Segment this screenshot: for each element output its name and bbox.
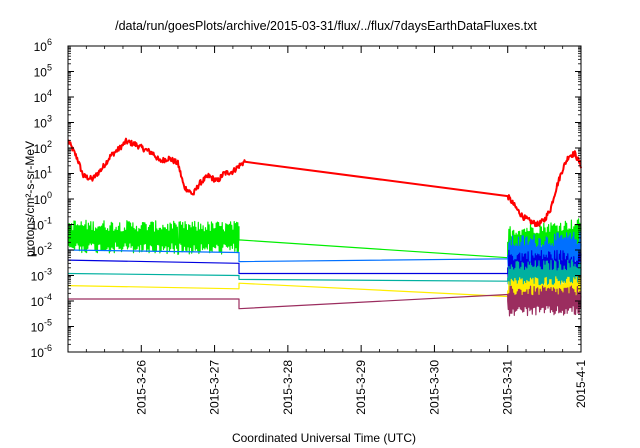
y-tick-label: 10-6 (31, 343, 52, 360)
y-axis: 10-610-510-410-310-210-11001011021031041… (31, 37, 581, 360)
x-tick-label: 2015-3-28 (281, 360, 295, 415)
x-axis: 2015-3-26 2015-3-27 2015-3-28 2015-3-29 2015… (85, 46, 588, 415)
series-line-7 (68, 285, 582, 317)
y-tick-label: 103 (34, 114, 52, 131)
series-line-1 (67, 137, 582, 228)
y-tick-label: 10-3 (31, 267, 52, 284)
y-axis-label: protons/cm²-s-sr-MeV (23, 141, 37, 257)
x-axis-label: Coordinated Universal Time (UTC) (232, 431, 416, 445)
y-tick-label: 105 (34, 63, 52, 80)
x-tick-label: 2015-3-30 (427, 360, 441, 415)
series-line-2 (67, 218, 582, 259)
y-tick-label: 10-5 (31, 318, 52, 335)
series-layer (67, 137, 582, 317)
series-line-5 (67, 259, 582, 295)
y-tick-label: 10-4 (31, 292, 52, 309)
x-tick-label: 2015-3-31 (501, 360, 515, 415)
y-tick-label: 106 (34, 37, 52, 54)
chart-title: /data/run/goesPlots/archive/2015-03-31/f… (115, 19, 537, 33)
x-tick-label: 2015-3-27 (208, 360, 222, 415)
x-tick-label: 2015-4-1 (574, 360, 588, 408)
y-tick-label: 104 (34, 88, 52, 105)
x-tick-label: 2015-3-29 (354, 360, 368, 415)
x-tick-label: 2015-3-26 (134, 360, 148, 415)
plot-frame (67, 45, 582, 353)
